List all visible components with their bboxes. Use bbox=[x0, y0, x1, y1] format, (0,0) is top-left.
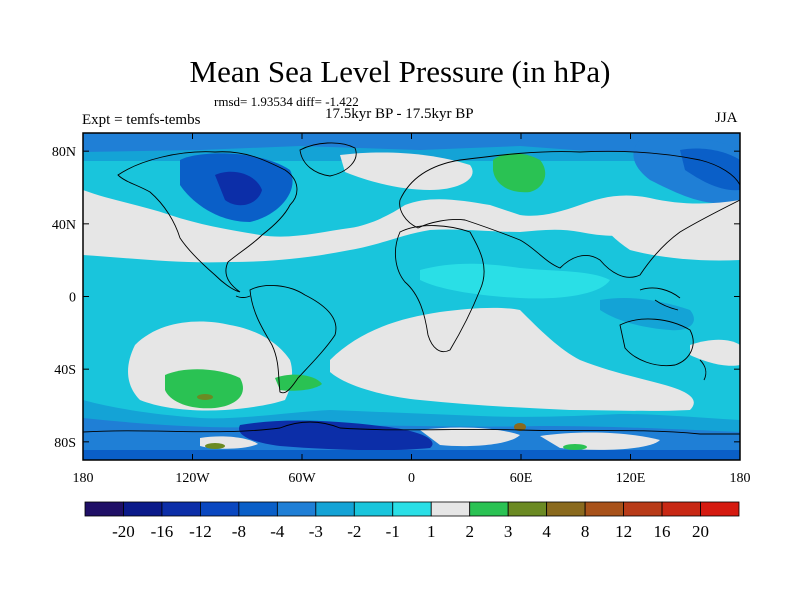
lon-tick-label: 60W bbox=[288, 471, 316, 486]
colorbar-swatch bbox=[507, 501, 548, 517]
lat-tick-label: 40S bbox=[54, 363, 76, 378]
colorbar-label: 16 bbox=[654, 522, 671, 541]
lat-tick-label: 40N bbox=[52, 218, 76, 233]
field-north-atlantic-neutral bbox=[340, 152, 473, 190]
field-tropical-light bbox=[420, 263, 610, 299]
north-america-outline bbox=[117, 151, 298, 293]
colorbar-label: -1 bbox=[386, 522, 400, 541]
colorbar-label: -16 bbox=[151, 522, 174, 541]
lon-tick-label: 180 bbox=[73, 471, 94, 486]
colorbar-swatch bbox=[469, 501, 509, 517]
colorbar-label: 3 bbox=[504, 522, 513, 541]
lat-tick-label: 80N bbox=[52, 145, 76, 160]
lon-tick-label: 120W bbox=[175, 471, 210, 486]
colorbar-label: 20 bbox=[692, 522, 709, 541]
lon-tick-label: 180 bbox=[730, 471, 751, 486]
lat-tick-label: 0 bbox=[69, 291, 76, 306]
colorbar-swatch bbox=[84, 501, 124, 517]
south-america-outline bbox=[249, 284, 337, 394]
australia-outline bbox=[619, 318, 694, 367]
colorbar-label: -3 bbox=[309, 522, 323, 541]
greenland-outline bbox=[299, 142, 357, 177]
indonesia-outline bbox=[639, 287, 681, 311]
colorbar-swatch bbox=[353, 501, 394, 517]
colorbar-swatch bbox=[123, 501, 163, 517]
colorbar-swatch bbox=[546, 501, 586, 517]
colorbar-label: 2 bbox=[465, 522, 474, 541]
antarctica-outline bbox=[83, 421, 740, 435]
season-label: JJA bbox=[715, 110, 738, 126]
small-island-outline bbox=[235, 295, 251, 298]
field-north-neutral-band bbox=[83, 190, 740, 263]
colorbar-swatch bbox=[623, 501, 663, 517]
stats-text: rmsd= 1.93534 diff= -1.422 bbox=[214, 94, 359, 109]
field-south-pacific-high bbox=[165, 369, 243, 409]
field-eurasia-high bbox=[493, 153, 546, 193]
field-antarctic-high-2 bbox=[514, 423, 526, 431]
colorbar-label: -4 bbox=[270, 522, 285, 541]
axis-ticks: 180 120W 60W 0 60E 120E 180 80N 40N 0 40S 80S bbox=[52, 133, 751, 486]
colorbar-swatch bbox=[700, 501, 740, 517]
new-zealand-outline bbox=[699, 359, 707, 381]
field-south-pacific-high-core bbox=[197, 394, 213, 400]
colorbar-label: 12 bbox=[615, 522, 632, 541]
colorbar-swatch bbox=[661, 501, 701, 517]
field-antarctic-high-3 bbox=[563, 444, 587, 450]
colorbar-label: 4 bbox=[542, 522, 551, 541]
colorbar-swatch bbox=[161, 501, 201, 517]
colorbar-label: 1 bbox=[427, 522, 436, 541]
colorbar-label: 8 bbox=[581, 522, 590, 541]
experiment-label: Expt = temfs-tembs bbox=[82, 112, 201, 128]
colorbar-swatch bbox=[392, 501, 432, 517]
field-antarctic-high-1 bbox=[205, 443, 225, 449]
field-antarctic-low bbox=[239, 420, 433, 451]
map-subtitle: 17.5kyr BP - 17.5kyr BP bbox=[325, 106, 474, 122]
map-title: Mean Sea Level Pressure (in hPa) bbox=[189, 54, 611, 89]
colorbar-label: -20 bbox=[112, 522, 135, 541]
lat-tick-label: 80S bbox=[54, 436, 76, 451]
colorbar-label: -2 bbox=[347, 522, 361, 541]
colorbar-swatch bbox=[276, 501, 317, 517]
field-north-pacific-neutral bbox=[600, 214, 740, 261]
eurasia-outline bbox=[399, 150, 740, 278]
field-patagonia-high bbox=[275, 374, 322, 391]
colorbar-swatch bbox=[430, 501, 471, 517]
africa-outline bbox=[394, 225, 485, 353]
colorbar-label: -12 bbox=[189, 522, 212, 541]
field-south-atlantic-neutral bbox=[330, 307, 694, 411]
lon-tick-label: 0 bbox=[408, 471, 415, 486]
field-southwest-pacific-neutral bbox=[690, 339, 740, 366]
field-antarctic-neutral-1 bbox=[420, 427, 520, 447]
colorbar-swatch bbox=[315, 501, 355, 517]
pressure-field bbox=[83, 133, 740, 460]
field-north-america-core bbox=[215, 171, 262, 206]
lon-tick-label: 120E bbox=[616, 471, 646, 486]
colorbar: -20 -16 -12 -8 -4 -3 -2 -1 1 2 3 4 8 12 16 20 bbox=[84, 501, 740, 541]
colorbar-label: -8 bbox=[232, 522, 246, 541]
lon-tick-label: 60E bbox=[510, 471, 533, 486]
colorbar-swatch bbox=[200, 501, 240, 517]
field-arctic-dark bbox=[83, 133, 740, 152]
colorbar-swatch bbox=[584, 501, 624, 517]
coastlines bbox=[83, 142, 740, 435]
colorbar-swatch bbox=[238, 501, 278, 517]
